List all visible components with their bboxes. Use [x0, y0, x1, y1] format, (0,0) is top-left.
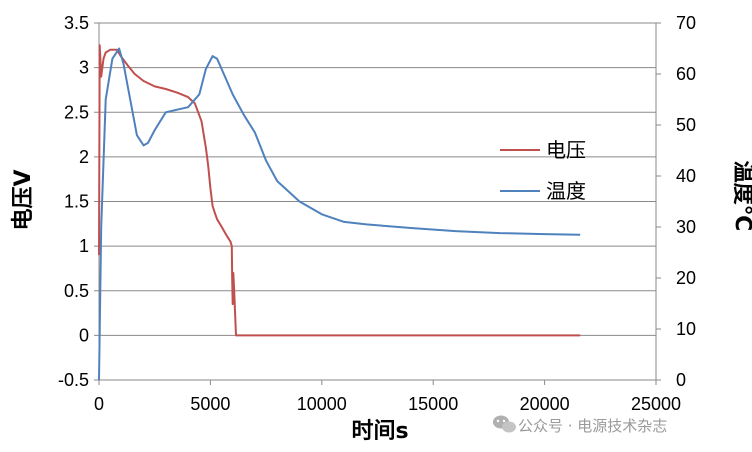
y-right-tick-label: 60 — [676, 64, 696, 84]
y-left-axis-title: 电压V — [11, 169, 36, 230]
series-line-temperature — [98, 47, 581, 381]
y-left-tick-label: 1.5 — [64, 192, 89, 212]
y-left-tick-label: -0.5 — [58, 370, 89, 390]
y-left-tick-label: 3 — [79, 58, 89, 78]
watermark: 公众号 · 电源技术杂志 — [493, 415, 667, 435]
x-tick-label: 25000 — [631, 394, 681, 414]
x-tick-label: 0 — [94, 394, 104, 414]
gridlines — [99, 22, 656, 381]
axes — [94, 22, 661, 385]
x-tick-labels: 0 5000 10000 15000 20000 25000 — [94, 394, 681, 414]
x-tick-label: 10000 — [297, 394, 347, 414]
y-right-tick-label: 30 — [676, 217, 696, 237]
y-right-tick-label: 10 — [676, 319, 696, 339]
x-tick-label: 20000 — [520, 394, 570, 414]
watermark-text: 公众号 · 电源技术杂志 — [518, 417, 667, 435]
x-tick-label: 5000 — [190, 394, 230, 414]
y-right-tick-label: 0 — [676, 370, 686, 390]
series-lines — [98, 44, 581, 381]
y-left-tick-label: 0 — [79, 325, 89, 345]
y-right-tick-label: 50 — [676, 115, 696, 135]
legend-label-voltage: 电压 — [546, 138, 586, 162]
x-axis-title: 时间s — [351, 419, 408, 444]
wechat-icon — [493, 415, 516, 433]
y-right-tick-labels: 0 10 20 30 40 50 60 70 — [676, 13, 696, 390]
legend: 电压 温度 — [500, 138, 586, 203]
y-left-tick-label: 0.5 — [64, 281, 89, 301]
y-left-tick-label: 3.5 — [64, 13, 89, 33]
y-left-tick-label: 2 — [79, 147, 89, 167]
y-left-tick-label: 1 — [79, 236, 89, 256]
legend-label-temperature: 温度 — [546, 179, 586, 203]
x-tick-label: 15000 — [408, 394, 458, 414]
y-left-tick-label: 2.5 — [64, 102, 89, 122]
y-right-axis-title: 温度℃ — [730, 161, 752, 232]
y-left-tick-labels: -0.5 0 0.5 1 1.5 2 2.5 3 3.5 — [58, 13, 89, 390]
y-right-tick-label: 20 — [676, 268, 696, 288]
y-right-tick-label: 70 — [676, 13, 696, 33]
y-right-tick-label: 40 — [676, 166, 696, 186]
